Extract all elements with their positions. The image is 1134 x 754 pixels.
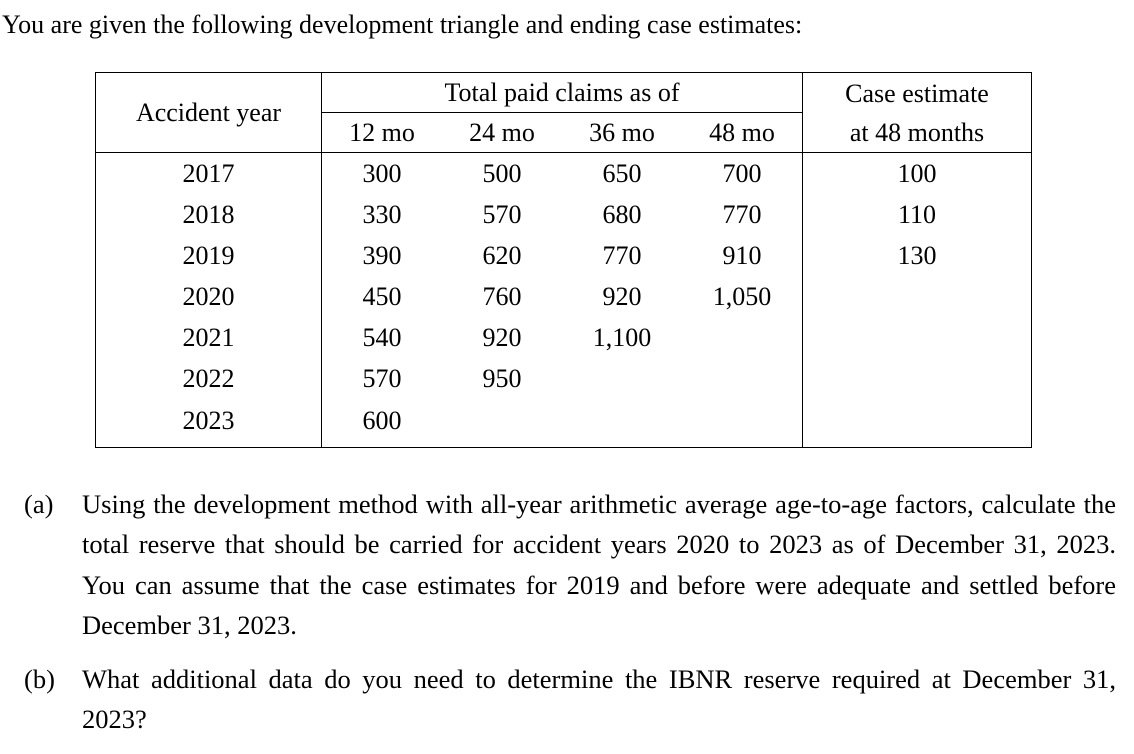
table-body: 2017 300 500 650 700 100 2018 330 570 68… bbox=[95, 152, 1032, 448]
month-header-24mo: 24 mo bbox=[442, 112, 562, 153]
paid-cell: 920 bbox=[602, 281, 642, 311]
paid-cell: 650 bbox=[602, 158, 642, 188]
year-cell: 2020 bbox=[95, 276, 322, 317]
development-triangle-table: Accident year Total paid claims as of Ca… bbox=[95, 72, 1032, 448]
month-header-12mo: 12 mo bbox=[321, 112, 442, 153]
year-cell: 2023 bbox=[95, 399, 322, 448]
case-estimate-cell bbox=[802, 276, 1032, 317]
paid-cell: 770 bbox=[722, 199, 762, 229]
case-estimate-cell bbox=[802, 399, 1032, 448]
paid-cell: 620 bbox=[482, 240, 522, 270]
year-cell: 2018 bbox=[95, 194, 322, 235]
table-row: 2018 330 570 680 770 110 bbox=[95, 194, 1032, 235]
table-row: 2019 390 620 770 910 130 bbox=[95, 235, 1032, 276]
paid-cell: 1,100 bbox=[592, 322, 652, 352]
question-a-text: Using the development method with all-ye… bbox=[82, 489, 1116, 640]
paid-cell: 760 bbox=[482, 281, 522, 311]
question-a-label: (a) bbox=[24, 489, 54, 519]
month-header-48mo: 48 mo bbox=[682, 112, 803, 153]
paid-cell bbox=[562, 358, 682, 399]
paid-cell: 570 bbox=[482, 199, 522, 229]
paid-claims-header: Total paid claims as of bbox=[321, 72, 803, 113]
question-b-text: What additional data do you need to dete… bbox=[82, 664, 1116, 735]
paid-cell: 300 bbox=[362, 158, 402, 188]
case-estimate-cell bbox=[802, 317, 1032, 358]
table-row: 2022 570 950 bbox=[95, 358, 1032, 399]
paid-cell: 700 bbox=[722, 158, 762, 188]
case-estimate-header-line2: at 48 months bbox=[849, 117, 985, 147]
table-row: 2023 600 bbox=[95, 399, 1032, 448]
case-estimate-header: Case estimate at 48 months bbox=[802, 72, 1032, 153]
paid-cell bbox=[682, 358, 803, 399]
paid-cell: 570 bbox=[362, 363, 402, 393]
paid-cell: 770 bbox=[602, 240, 642, 270]
paid-cell bbox=[562, 399, 682, 448]
table-row: 2017 300 500 650 700 100 bbox=[95, 152, 1032, 194]
case-estimate-cell: 130 bbox=[802, 235, 1032, 276]
question-a: (a) Using the development method with al… bbox=[24, 484, 1122, 645]
paid-cell bbox=[682, 399, 803, 448]
case-estimate-header-line1: Case estimate bbox=[845, 78, 989, 108]
paid-cell: 600 bbox=[362, 406, 402, 435]
case-estimate-cell: 100 bbox=[802, 152, 1032, 194]
case-estimate-cell bbox=[802, 358, 1032, 399]
month-header-36mo: 36 mo bbox=[562, 112, 682, 153]
accident-year-header: Accident year bbox=[95, 72, 322, 153]
paid-cell bbox=[442, 399, 562, 448]
question-b-label: (b) bbox=[24, 664, 55, 695]
paid-cell: 330 bbox=[362, 199, 402, 229]
year-cell: 2019 bbox=[95, 235, 322, 276]
paid-cell: 540 bbox=[362, 322, 402, 352]
year-cell: 2017 bbox=[95, 152, 322, 194]
table-row: 2020 450 760 920 1,050 bbox=[95, 276, 1032, 317]
year-cell: 2022 bbox=[95, 358, 322, 399]
case-estimate-cell: 110 bbox=[802, 194, 1032, 235]
paid-cell: 910 bbox=[722, 240, 762, 270]
paid-cell: 920 bbox=[482, 322, 522, 352]
year-cell: 2021 bbox=[95, 317, 322, 358]
question-b: (b) What additional data do you need to … bbox=[24, 659, 1122, 740]
paid-cell: 1,050 bbox=[712, 281, 772, 311]
paid-cell bbox=[682, 317, 803, 358]
paid-cell: 680 bbox=[602, 199, 642, 229]
paid-cell: 450 bbox=[362, 281, 402, 311]
intro-text: You are given the following development … bbox=[2, 10, 803, 39]
paid-cell: 500 bbox=[482, 158, 522, 188]
paid-cell: 390 bbox=[362, 240, 402, 270]
table-row: 2021 540 920 1,100 bbox=[95, 317, 1032, 358]
table-header: Accident year Total paid claims as of Ca… bbox=[95, 72, 1032, 153]
paid-cell: 950 bbox=[482, 363, 522, 393]
